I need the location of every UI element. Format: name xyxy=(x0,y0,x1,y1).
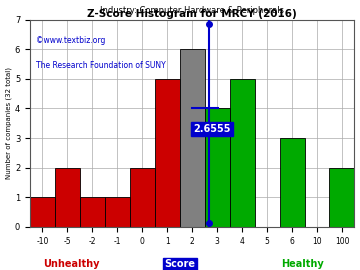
Text: 2.6555: 2.6555 xyxy=(193,124,231,134)
Bar xyxy=(329,168,355,227)
Text: ©www.textbiz.org: ©www.textbiz.org xyxy=(36,36,106,45)
Title: Z-Score Histogram for MRCY (2016): Z-Score Histogram for MRCY (2016) xyxy=(87,9,297,19)
Bar xyxy=(155,79,180,227)
Bar xyxy=(30,197,55,227)
Text: The Research Foundation of SUNY: The Research Foundation of SUNY xyxy=(36,61,166,70)
Y-axis label: Number of companies (32 total): Number of companies (32 total) xyxy=(5,67,12,179)
Bar xyxy=(280,138,305,227)
Text: Score: Score xyxy=(165,259,195,269)
Bar xyxy=(80,197,105,227)
Text: Unhealthy: Unhealthy xyxy=(43,259,100,269)
Text: Industry: Computer Hardware & Peripherals: Industry: Computer Hardware & Peripheral… xyxy=(100,6,284,15)
Bar xyxy=(205,109,230,227)
Bar xyxy=(55,168,80,227)
Bar xyxy=(230,79,255,227)
Bar xyxy=(105,197,130,227)
Bar xyxy=(130,168,155,227)
Text: Healthy: Healthy xyxy=(281,259,324,269)
Bar xyxy=(180,49,205,227)
